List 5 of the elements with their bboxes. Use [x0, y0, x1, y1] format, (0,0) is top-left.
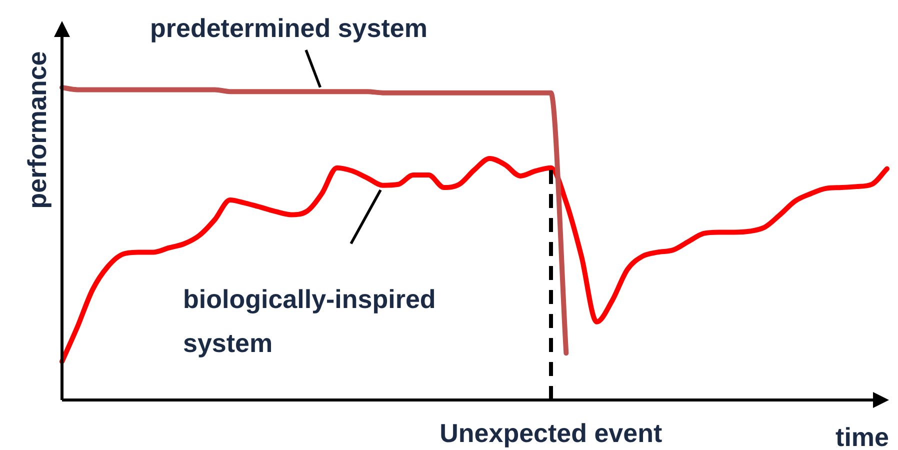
text: Unexpected event — [440, 418, 662, 448]
y-axis-title: performance — [22, 51, 52, 209]
x-axis-title: time — [836, 422, 889, 450]
series-label: biologically-inspired system — [183, 284, 436, 358]
series-label: predetermined system — [150, 13, 428, 43]
